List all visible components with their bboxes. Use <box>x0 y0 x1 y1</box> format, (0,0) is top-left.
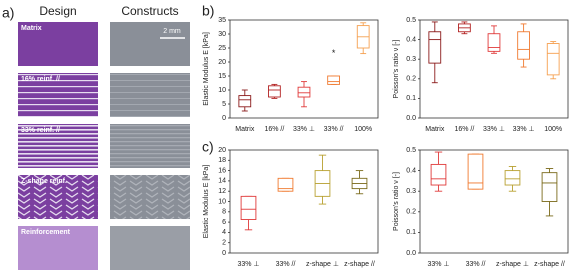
panel-label: a) <box>2 5 14 21</box>
outlier: * <box>332 48 336 58</box>
box <box>517 31 530 60</box>
x-tick-label: 33% // <box>466 261 486 268</box>
y-tick-label: 2 <box>222 240 226 247</box>
y-tick-label: 15 <box>218 73 226 80</box>
x-tick-label: 33% // <box>276 261 296 268</box>
y-tick-label: 25 <box>218 45 226 52</box>
y-tick-label: 0.4 <box>406 167 416 174</box>
design-tile <box>18 175 98 219</box>
y-axis-label: Poisson's ratio ν [-] <box>393 172 400 231</box>
y-tick-label: 0.5 <box>406 147 416 154</box>
x-tick-label: z-shape ⊥ <box>496 261 529 268</box>
construct-tile <box>110 226 190 270</box>
y-tick-label: 0.1 <box>406 229 416 236</box>
scale-bar-label: 2 mm <box>163 28 181 35</box>
tile-label: 33% reinf. // <box>21 127 60 134</box>
panel-label: c) <box>202 139 214 155</box>
y-axis-label: Poisson's ratio ν [-] <box>393 39 400 98</box>
y-tick-label: 5 <box>222 101 226 108</box>
x-tick-label: z-shape // <box>534 261 565 268</box>
construct-tile <box>110 175 190 219</box>
column-header: Design <box>39 4 76 18</box>
y-tick-label: 14 <box>218 178 226 185</box>
box <box>428 31 442 64</box>
box <box>546 43 560 76</box>
y-tick-label: 0.1 <box>406 95 416 102</box>
tile-label: Matrix <box>21 25 42 32</box>
column-header: Constructs <box>121 4 178 18</box>
y-tick-label: 0 <box>222 250 226 257</box>
tile-label: Reinforcement <box>21 229 71 236</box>
y-axis-label: Elastic Modulus E [kPa] <box>203 165 210 239</box>
design-tile <box>18 73 98 117</box>
x-tick-label: 100% <box>544 126 562 133</box>
y-tick-label: 10 <box>218 198 226 205</box>
y-tick-label: 0.0 <box>406 250 416 257</box>
x-tick-label: Matrix <box>235 126 255 133</box>
x-tick-label: 33% // <box>324 126 344 133</box>
box <box>268 85 281 98</box>
y-tick-label: 18 <box>218 157 226 164</box>
y-tick-label: 0.5 <box>406 17 416 24</box>
y-tick-label: 16 <box>218 167 226 174</box>
x-tick-label: 100% <box>354 126 372 133</box>
tile-label: Z-shape reinf. <box>21 178 67 185</box>
y-tick-label: 4 <box>222 229 226 236</box>
construct-tile <box>110 73 190 117</box>
y-tick-label: 0 <box>222 115 226 122</box>
y-tick-label: 20 <box>218 147 226 154</box>
y-axis-label: Elastic Modulus E [kPa] <box>203 32 210 106</box>
box <box>240 195 257 220</box>
x-tick-label: 33% ⊥ <box>293 126 315 133</box>
x-tick-label: 16% // <box>454 126 474 133</box>
plot-frame <box>419 149 569 254</box>
y-tick-label: 0.2 <box>406 209 416 216</box>
y-tick-label: 0.0 <box>406 115 416 122</box>
x-tick-label: 33% ⊥ <box>237 261 259 268</box>
box <box>277 177 294 192</box>
y-tick-label: 10 <box>218 87 226 94</box>
y-tick-label: 0.3 <box>406 56 416 63</box>
panel-label: b) <box>202 3 214 19</box>
box <box>238 95 252 108</box>
x-tick-label: 33% ⊥ <box>483 126 505 133</box>
x-tick-label: 16% // <box>264 126 284 133</box>
y-tick-label: 0.2 <box>406 76 416 83</box>
box <box>430 163 447 186</box>
tile-label: 16% reinf. // <box>21 76 60 83</box>
design-tile <box>18 124 98 168</box>
y-tick-label: 30 <box>218 31 226 38</box>
y-tick-label: 20 <box>218 59 226 66</box>
design-tile <box>18 22 98 66</box>
box <box>541 172 558 202</box>
y-tick-label: 8 <box>222 209 226 216</box>
y-tick-label: 0.4 <box>406 36 416 43</box>
box <box>504 170 521 186</box>
plot-frame <box>419 19 569 119</box>
box <box>327 75 340 85</box>
box <box>297 86 311 98</box>
box <box>467 153 484 190</box>
construct-tile <box>110 22 190 66</box>
y-tick-label: 0.3 <box>406 188 416 195</box>
construct-tile <box>110 124 190 168</box>
x-tick-label: z-shape ⊥ <box>306 261 339 268</box>
y-tick-label: 6 <box>222 219 226 226</box>
plot-frame <box>229 19 379 119</box>
y-tick-label: 12 <box>218 188 226 195</box>
design-tile <box>18 226 98 270</box>
y-tick-label: 35 <box>218 17 226 24</box>
box <box>487 33 501 52</box>
x-tick-label: 33% ⊥ <box>513 126 535 133</box>
x-tick-label: z-shape // <box>344 261 375 268</box>
x-tick-label: 33% ⊥ <box>427 261 449 268</box>
x-tick-label: Matrix <box>425 126 445 133</box>
